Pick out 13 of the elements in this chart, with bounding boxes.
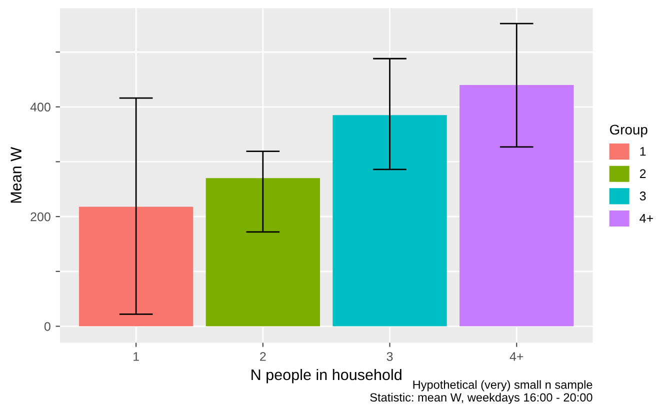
y-tick-label: 0 (44, 322, 50, 331)
legend-label: 4+ (640, 214, 653, 223)
x-tick-label: 4+ (510, 352, 524, 361)
x-tick-label: 3 (386, 352, 393, 361)
x-tick-label: 2 (260, 352, 266, 361)
y-tick-label: 400 (30, 102, 50, 112)
x-tick-label: 1 (134, 352, 139, 361)
legend-title: Group (610, 124, 648, 138)
legend-label: 2 (640, 169, 646, 178)
y-tick-label: 200 (30, 212, 50, 222)
legend-label: 3 (640, 192, 646, 200)
y-axis-title: Mean W (10, 147, 22, 203)
legend-label: 1 (640, 147, 646, 156)
